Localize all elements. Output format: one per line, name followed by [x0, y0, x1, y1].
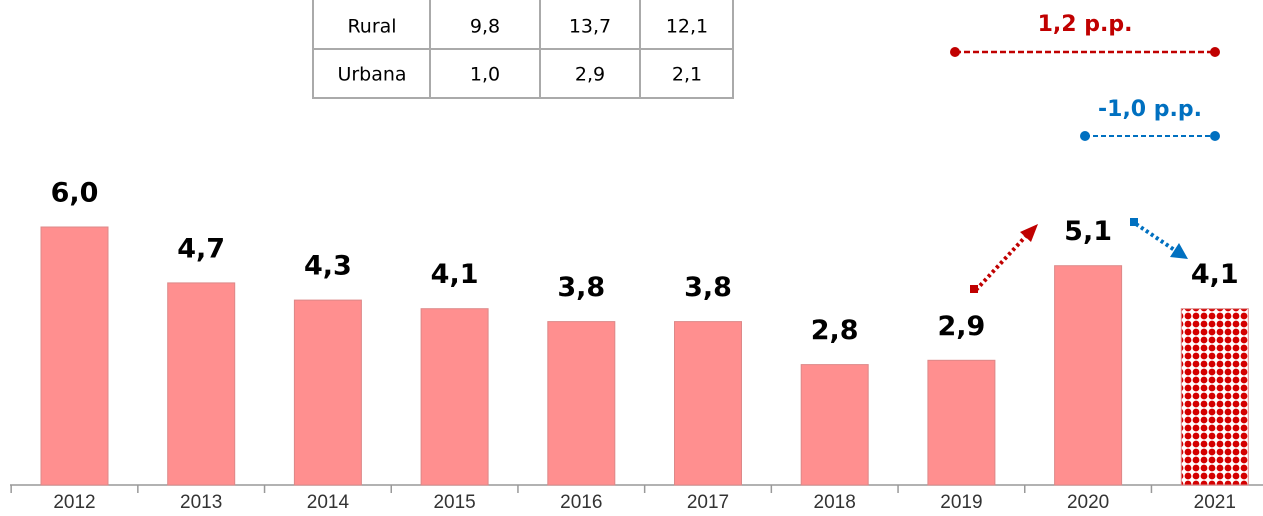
- arrow-tail: [1130, 218, 1138, 226]
- x-tick-label: 2015: [433, 492, 475, 513]
- table-cell: 2,1: [672, 64, 702, 86]
- x-tick-label: 2019: [940, 492, 982, 513]
- bar: [674, 321, 742, 486]
- annotation-dot: [1210, 131, 1220, 141]
- value-label: 2,8: [811, 315, 859, 346]
- x-tick-label: 2013: [180, 492, 222, 513]
- value-label: 4,7: [177, 233, 225, 264]
- value-label: 3,8: [557, 272, 605, 303]
- annotation-dot: [1080, 131, 1090, 141]
- x-tick-label: 2021: [1194, 492, 1236, 513]
- value-label: 3,8: [684, 272, 732, 303]
- bar: [547, 321, 616, 486]
- arrow-head: [1020, 224, 1038, 242]
- value-label: 6,0: [51, 178, 99, 209]
- x-tick-label: 2017: [687, 492, 729, 513]
- annotation-dot: [1210, 47, 1220, 57]
- bar: [293, 299, 362, 486]
- table-cell: 9,8: [470, 16, 500, 38]
- bar: [40, 226, 109, 486]
- bar: [927, 359, 996, 486]
- x-tick-label: 2014: [307, 492, 350, 513]
- x-tick-label: 2012: [53, 492, 95, 513]
- table-cell: Rural: [347, 16, 396, 38]
- trend-arrow: [974, 234, 1028, 292]
- arrow-head: [1170, 243, 1188, 259]
- value-label: 4,1: [1191, 259, 1239, 290]
- value-label: 5,1: [1064, 216, 1112, 247]
- annotation-dot: [950, 47, 960, 57]
- table-cell: 2,9: [575, 64, 605, 86]
- bar: [1180, 308, 1249, 486]
- table-cell: 12,1: [666, 16, 708, 38]
- arrow-tail: [970, 285, 978, 293]
- table-cell: 1,0: [470, 64, 500, 86]
- value-label: 4,3: [304, 251, 352, 282]
- bar: [420, 308, 489, 486]
- trend-arrow: [1134, 222, 1178, 253]
- annotation: 1,2 p.p.: [1038, 12, 1133, 37]
- value-label: 4,1: [431, 259, 479, 290]
- x-tick-label: 2016: [560, 492, 602, 513]
- bar: [1054, 265, 1123, 486]
- x-tick-label: 2018: [814, 492, 856, 513]
- annotation: -1,0 p.p.: [1098, 97, 1202, 122]
- table-cell: Urbana: [337, 64, 406, 86]
- x-tick-label: 2020: [1067, 492, 1109, 513]
- value-label: 2,9: [937, 311, 985, 342]
- table-cell: 13,7: [569, 16, 611, 38]
- bar: [167, 282, 236, 486]
- bar: [800, 364, 869, 486]
- table: [312, 0, 734, 99]
